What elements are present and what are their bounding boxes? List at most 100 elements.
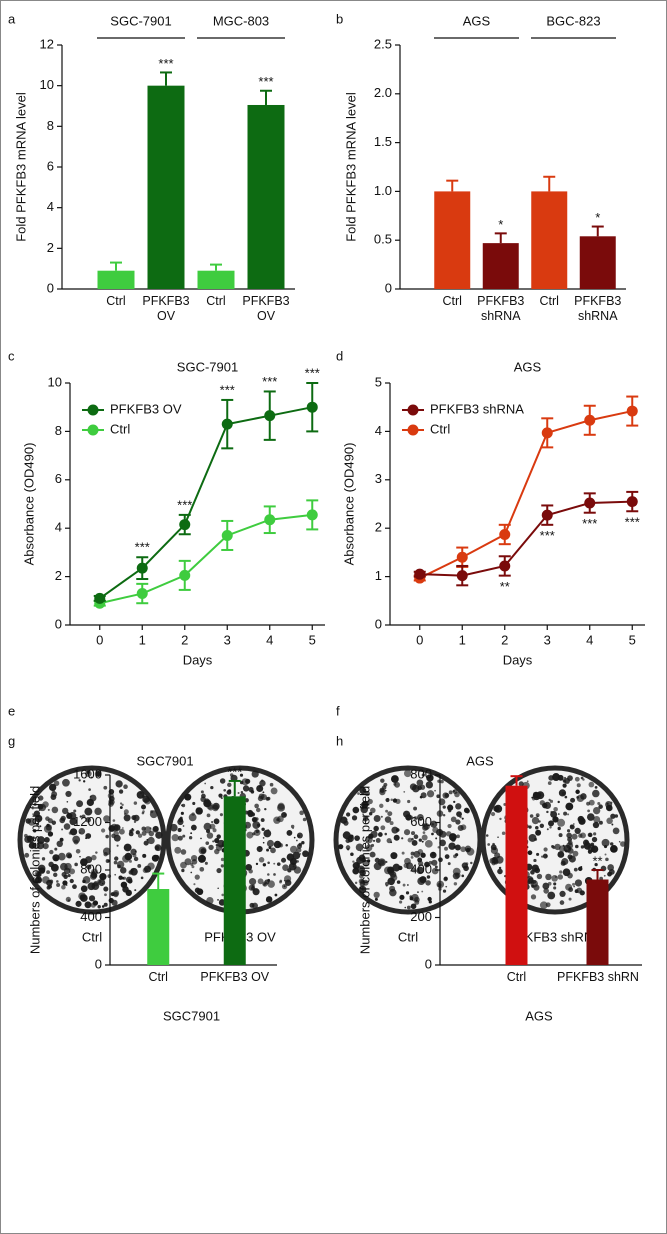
colony — [390, 798, 394, 802]
colony — [455, 853, 459, 857]
significance: *** — [305, 365, 320, 380]
colony — [529, 814, 534, 818]
colony — [566, 842, 574, 849]
colony — [539, 800, 546, 806]
colony — [559, 900, 565, 905]
colony — [442, 814, 446, 817]
colony — [435, 837, 438, 840]
colony — [563, 776, 567, 780]
colony — [193, 883, 196, 886]
x-axis-label: Days — [183, 652, 213, 667]
colony — [258, 846, 261, 849]
colony — [389, 885, 396, 892]
colony — [606, 802, 609, 805]
colony — [350, 852, 354, 857]
colony — [569, 824, 574, 828]
colony — [553, 882, 557, 886]
colony — [256, 784, 264, 792]
colony — [426, 790, 435, 798]
colony — [553, 806, 558, 812]
point — [264, 514, 276, 526]
image-label: Ctrl — [398, 929, 418, 944]
colony — [489, 857, 496, 864]
y-tick-label: 6 — [55, 471, 62, 486]
point — [221, 529, 233, 541]
colony — [103, 785, 108, 790]
colony — [385, 860, 388, 864]
colony — [490, 844, 497, 851]
colony — [79, 855, 81, 858]
colony — [196, 888, 204, 896]
colony — [244, 821, 252, 829]
colony — [456, 834, 460, 839]
colony — [215, 844, 223, 851]
colony — [199, 866, 205, 872]
colony — [88, 895, 96, 902]
colony — [61, 872, 67, 878]
colony — [56, 840, 63, 848]
point — [136, 588, 148, 600]
y-axis-label: Numbers of colonies per field — [27, 786, 42, 954]
colony — [572, 850, 579, 857]
colony — [105, 834, 109, 839]
colony — [177, 835, 183, 841]
colony — [118, 789, 124, 794]
colony — [603, 874, 606, 877]
colony — [410, 831, 416, 836]
x-tick-label-box: Ctrl — [106, 294, 125, 308]
y-tick-label: 0 — [375, 616, 382, 631]
colony — [419, 876, 427, 884]
x-tick-label: Ctrl — [206, 294, 226, 308]
panel-letter: h — [336, 733, 343, 748]
colony — [252, 817, 257, 822]
y-tick-label: 10 — [40, 77, 54, 92]
bar — [147, 85, 185, 290]
colony — [380, 778, 385, 783]
y-tick-label: 1.5 — [374, 134, 392, 149]
y-tick-label: 5 — [375, 374, 382, 389]
y-tick-label: 400 — [410, 861, 432, 876]
colony — [417, 813, 424, 821]
colony — [370, 830, 378, 838]
colony — [605, 857, 609, 862]
colony — [403, 829, 411, 836]
colony — [549, 799, 554, 803]
colony — [218, 793, 223, 798]
x-axis-label: AGS — [525, 1008, 553, 1023]
colony — [79, 815, 83, 818]
colony — [141, 804, 146, 810]
colony — [548, 798, 551, 802]
colony — [110, 892, 115, 897]
colony — [63, 823, 71, 830]
colony — [296, 839, 298, 842]
colony — [246, 831, 254, 839]
colony — [142, 795, 150, 803]
colony — [346, 812, 351, 817]
y-tick-label: 0 — [55, 616, 62, 631]
colony — [528, 834, 537, 842]
colony — [352, 862, 360, 870]
colony — [410, 851, 415, 856]
colony — [411, 867, 417, 873]
colony — [282, 864, 289, 871]
colony — [451, 837, 456, 842]
colony — [114, 873, 117, 876]
colony — [267, 861, 270, 864]
bar — [586, 879, 609, 965]
colony — [62, 778, 70, 787]
colony — [154, 854, 160, 860]
colony — [612, 827, 620, 835]
point — [584, 497, 596, 509]
colony — [470, 861, 473, 865]
colony — [130, 848, 137, 855]
colony — [212, 828, 217, 833]
colony — [375, 838, 381, 843]
colony — [403, 790, 406, 793]
colony — [248, 786, 254, 793]
colony — [539, 823, 545, 828]
colony — [461, 874, 465, 878]
colony — [354, 835, 360, 842]
colony — [379, 803, 384, 809]
